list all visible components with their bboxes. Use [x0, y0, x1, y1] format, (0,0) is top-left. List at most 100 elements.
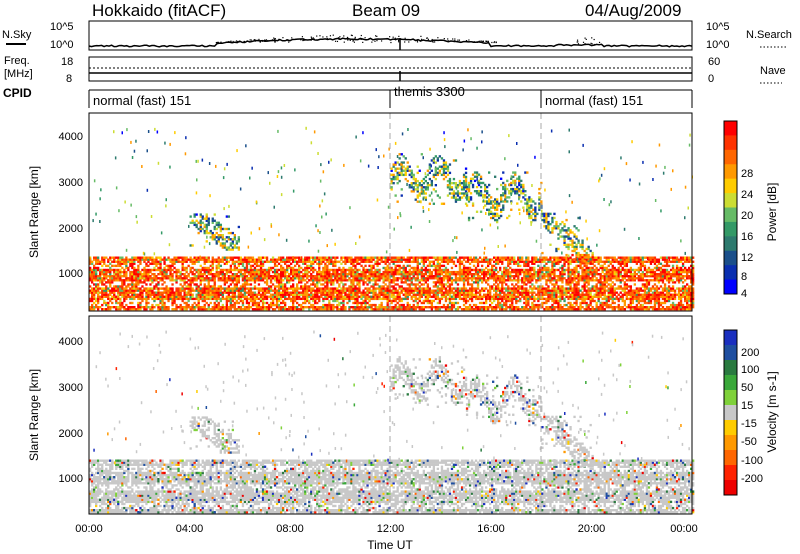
- power-cell: [284, 301, 287, 305]
- power-cell: [296, 268, 299, 272]
- power-cell: [263, 287, 267, 290]
- power-cell: [356, 308, 359, 311]
- power-cell: [197, 303, 200, 307]
- power-cell: [412, 299, 415, 303]
- power-cell: [374, 273, 377, 276]
- power-cell: [231, 295, 235, 298]
- power-cell: [485, 275, 488, 278]
- power-cell: [511, 306, 514, 309]
- power-cell: [275, 299, 279, 303]
- power-cell: [507, 264, 510, 268]
- power-cell: [203, 287, 206, 290]
- power-cell: [159, 291, 162, 294]
- cpid-segment-3: normal (fast) 151: [545, 93, 643, 108]
- power-cell: [555, 275, 558, 278]
- power-cell: [481, 270, 484, 274]
- power-cell: [261, 277, 265, 280]
- power-cell: [215, 303, 218, 307]
- power-cell: [360, 270, 363, 274]
- power-cell: [448, 299, 452, 303]
- power-cell: [525, 293, 528, 296]
- power-cell: [163, 291, 166, 294]
- power-cell: [139, 293, 142, 296]
- power-cell: [245, 270, 249, 274]
- power-cell: [458, 277, 462, 280]
- power-cell: [483, 258, 486, 261]
- power-cell: [478, 297, 482, 301]
- power-cell: [527, 301, 530, 305]
- power-cell: [474, 268, 478, 272]
- power-cell: [159, 260, 162, 263]
- power-cell: [145, 258, 148, 261]
- power-cell: [577, 295, 580, 298]
- power-cell: [217, 287, 220, 290]
- power-cell: [565, 303, 568, 307]
- power-cell: [372, 295, 375, 298]
- power-cell: [446, 293, 450, 296]
- power-cell: [237, 306, 241, 309]
- power-cell: [101, 270, 104, 274]
- power-cell: [577, 277, 580, 280]
- power-cell: [356, 295, 359, 298]
- power-cell: [434, 266, 438, 270]
- power-cell: [481, 287, 484, 290]
- power-cell: [416, 268, 419, 272]
- power-cell: [280, 268, 283, 272]
- power-cell: [396, 258, 399, 261]
- power-cell: [575, 260, 578, 263]
- power-cell: [376, 308, 379, 311]
- power-cell: [117, 295, 120, 298]
- power-cell: [294, 270, 297, 274]
- power-cell: [296, 301, 299, 305]
- power-cell: [597, 287, 600, 290]
- power-cell: [420, 301, 424, 305]
- power-cell: [511, 289, 514, 292]
- power-cell: [177, 289, 180, 292]
- power-cell: [245, 301, 249, 305]
- power-cell: [125, 303, 128, 307]
- power-cell: [288, 258, 291, 261]
- power-cell: [292, 289, 295, 292]
- power-cell: [261, 291, 265, 294]
- power-cell: [559, 306, 562, 309]
- power-cell: [499, 279, 502, 282]
- power-cell: [372, 266, 375, 270]
- power-cell: [412, 287, 415, 290]
- power-cell: [382, 306, 385, 309]
- noise-search-point: [230, 40, 232, 42]
- power-cell: [215, 293, 218, 296]
- power-cell: [515, 262, 518, 265]
- power-cell: [129, 297, 132, 301]
- power-cell: [595, 306, 598, 309]
- power-cell: [402, 308, 405, 311]
- power-cell: [499, 289, 502, 292]
- power-cell: [280, 283, 283, 286]
- power-cell: [207, 295, 210, 298]
- power-cell: [217, 293, 220, 296]
- power-cell: [99, 270, 102, 274]
- noise-search-point: [319, 35, 321, 37]
- power-cell: [119, 297, 122, 301]
- power-cell: [539, 297, 542, 301]
- power-cell: [384, 308, 387, 311]
- power-cell: [209, 279, 212, 282]
- power-cell: [302, 279, 305, 282]
- power-cell: [424, 306, 428, 309]
- power-cell: [271, 289, 275, 292]
- power-cell: [117, 306, 120, 309]
- power-cell: [125, 262, 128, 265]
- power-cell: [350, 270, 353, 274]
- power-cell: [288, 306, 291, 309]
- power-cell: [233, 275, 237, 278]
- power-cell: [436, 287, 440, 290]
- power-cell: [358, 306, 361, 309]
- power-cell: [358, 287, 361, 290]
- power-cell: [587, 266, 590, 270]
- power-cell: [372, 293, 375, 296]
- power-cell: [137, 264, 140, 268]
- power-cell: [273, 277, 277, 280]
- power-cell: [259, 264, 263, 268]
- power-cell: [384, 266, 387, 270]
- power-cell: [436, 264, 440, 268]
- power-cell: [322, 256, 325, 259]
